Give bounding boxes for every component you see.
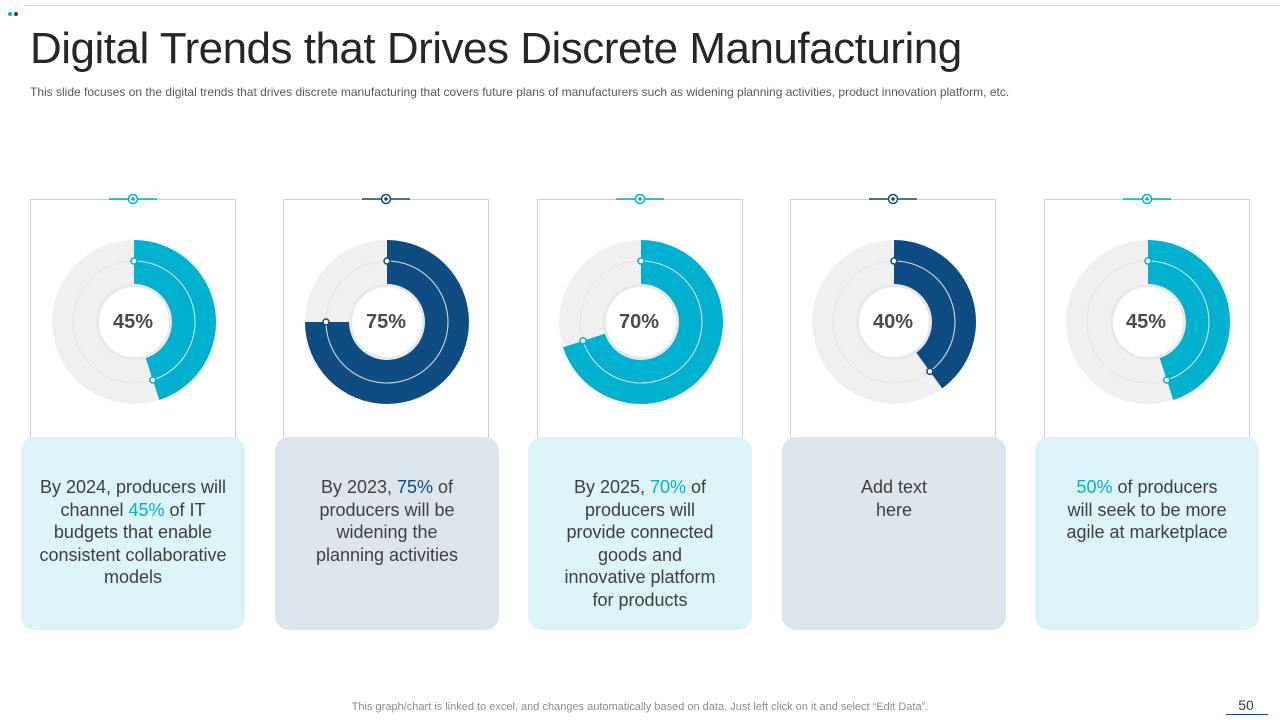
trend-text-1-pre: By 2024, producers will channel bbox=[39, 477, 227, 520]
donut-card-3[interactable] bbox=[537, 199, 743, 442]
connector-dot bbox=[131, 197, 135, 201]
trend-text-box-1[interactable]: By 2024, producers will channel 45% of I… bbox=[21, 437, 245, 630]
page-number-underline bbox=[1226, 714, 1268, 715]
trend-text-box-3[interactable]: By 2025, 70% of producers will provide c… bbox=[528, 437, 752, 630]
donut-value-arc bbox=[563, 240, 723, 404]
connector-dot bbox=[891, 197, 895, 201]
connector-icon-2 bbox=[362, 193, 410, 205]
connector-dot bbox=[384, 197, 388, 201]
donut-start-marker bbox=[890, 257, 898, 265]
donut-value-label-2: 75% bbox=[365, 311, 407, 333]
corner-dots-decoration bbox=[8, 3, 20, 21]
donut-card-5[interactable] bbox=[1044, 199, 1250, 442]
page-number: 50 bbox=[1238, 697, 1254, 713]
connector-icon-3 bbox=[616, 193, 664, 205]
trend-text-box-4[interactable]: Add text here bbox=[782, 437, 1006, 630]
donut-hole bbox=[99, 287, 169, 357]
trend-text-3-pre: By 2025, bbox=[573, 477, 650, 497]
trend-text-3-highlight: 70% bbox=[650, 477, 687, 497]
connector-icon-1 bbox=[109, 193, 157, 205]
donut-start-marker bbox=[130, 257, 138, 265]
connector-icon-4 bbox=[869, 193, 917, 205]
connector-dot bbox=[1145, 197, 1149, 201]
donut-value-label-1: 45% bbox=[112, 311, 154, 333]
top-divider bbox=[24, 5, 1280, 6]
donut-chart-5 bbox=[1066, 240, 1231, 404]
trend-text-1-post: of IT budgets that enable consistent col… bbox=[39, 499, 227, 588]
donut-end-marker bbox=[926, 367, 934, 376]
trend-text-2-post: of producers will be widening the planni… bbox=[315, 477, 459, 565]
connector-dot bbox=[638, 197, 642, 201]
donut-end-marker bbox=[149, 376, 157, 384]
donut-hole bbox=[859, 287, 929, 357]
donut-value-label-4: 40% bbox=[872, 311, 914, 333]
connector-icon-5 bbox=[1123, 193, 1171, 205]
donut-chart-3 bbox=[559, 240, 723, 404]
trend-text-3-post: of producers will provide connected good… bbox=[564, 477, 716, 610]
donut-hole bbox=[352, 287, 422, 357]
donut-value-label-3: 70% bbox=[618, 311, 660, 333]
donut-chart-1 bbox=[52, 240, 217, 404]
donut-value-arc bbox=[1148, 240, 1231, 400]
page-subtitle: This slide focuses on the digital trends… bbox=[30, 85, 1010, 99]
donut-end-marker bbox=[322, 318, 330, 326]
donut-card-4[interactable] bbox=[790, 199, 996, 442]
donut-end-marker bbox=[579, 337, 587, 345]
donut-value-arc bbox=[894, 240, 977, 389]
donut-end-marker bbox=[1163, 376, 1171, 384]
trend-text-4-pre: Add text here bbox=[860, 477, 928, 520]
trend-text-box-5[interactable]: 50% of producers will seek to be more ag… bbox=[1035, 437, 1259, 630]
donut-hole bbox=[1113, 287, 1183, 357]
donut-chart-2 bbox=[305, 240, 469, 404]
donut-hole bbox=[606, 287, 676, 357]
trend-text-5-highlight: 50% bbox=[1076, 477, 1113, 497]
page-title: Digital Trends that Drives Discrete Manu… bbox=[30, 24, 962, 73]
donut-start-marker bbox=[637, 257, 645, 265]
donut-value-arc bbox=[134, 240, 217, 400]
donut-chart-4 bbox=[812, 240, 977, 404]
donut-start-marker bbox=[383, 257, 391, 265]
donut-value-arc bbox=[305, 240, 469, 404]
trend-text-2-highlight: 75% bbox=[397, 477, 434, 497]
donut-start-marker bbox=[1144, 257, 1152, 265]
donut-value-label-5: 45% bbox=[1125, 311, 1167, 333]
trend-text-1-highlight: 45% bbox=[128, 499, 165, 520]
trend-text-2-pre: By 2023, bbox=[320, 477, 397, 497]
donut-card-1[interactable] bbox=[30, 199, 236, 442]
footer-note: This graph/chart is linked to excel, and… bbox=[351, 701, 929, 713]
trend-text-5-post: of producers will seek to be more agile … bbox=[1066, 477, 1228, 542]
trend-text-box-2[interactable]: By 2023, 75% of producers will be wideni… bbox=[275, 437, 499, 630]
